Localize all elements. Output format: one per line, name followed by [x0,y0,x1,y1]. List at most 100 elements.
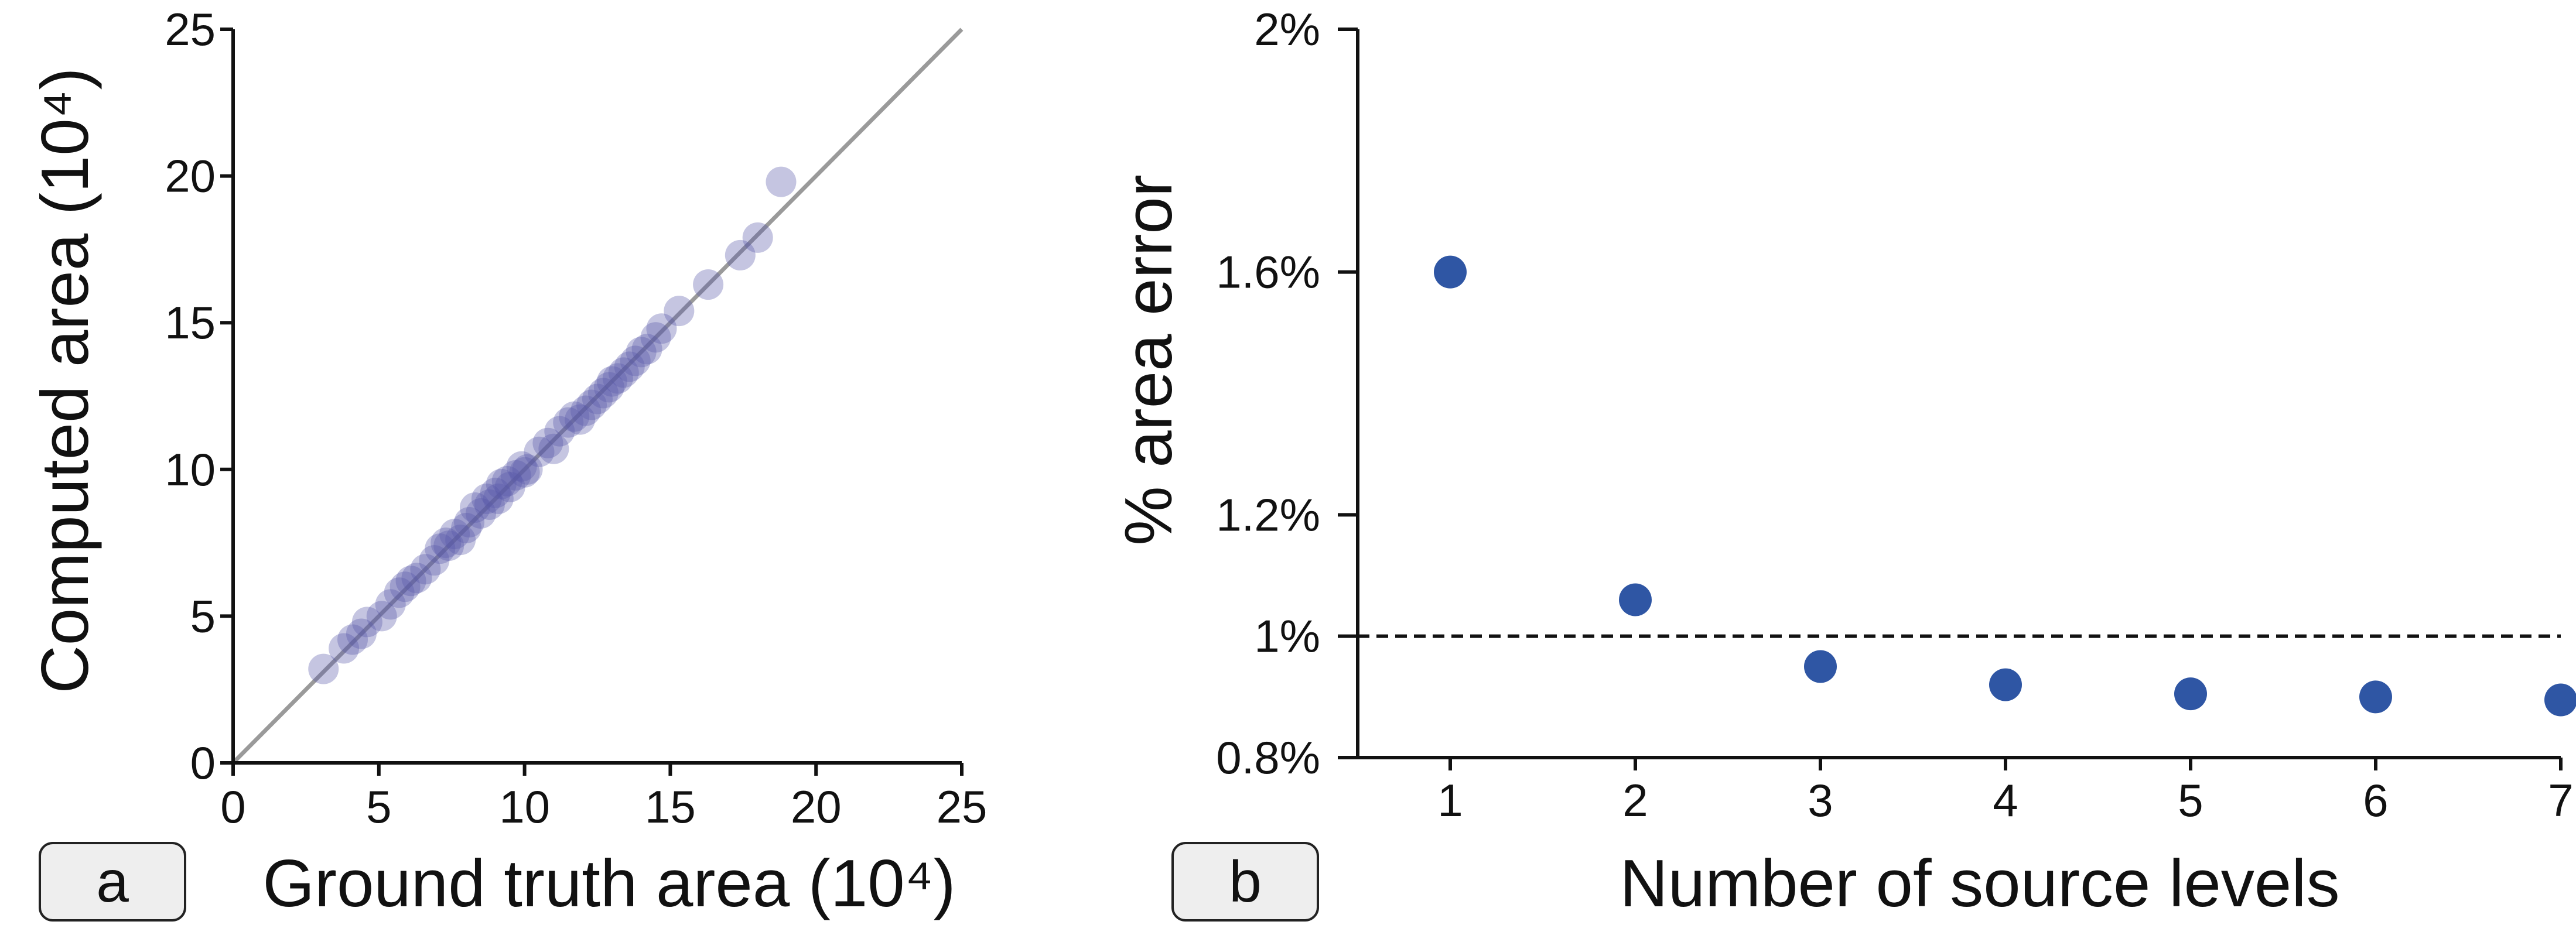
data-point [375,589,406,620]
x-tick-label: 10 [499,781,550,833]
panel-b-y-axis-title: % area error [1112,174,1186,546]
x-tick-label: 5 [2178,775,2203,826]
y-tick-label: 1% [1254,611,1320,662]
data-point [351,607,382,638]
data-point [664,296,695,327]
data-point [559,401,590,432]
data-point [614,351,645,382]
x-tick-label: 1 [1437,775,1463,826]
data-point [570,395,602,426]
data-point [1989,668,2022,701]
data-point [308,653,339,684]
data-point [608,357,639,388]
x-tick-label: 0 [220,781,245,833]
data-point [1434,255,1467,289]
data-point [1619,583,1652,616]
data-point [460,492,491,523]
data-point [465,498,496,529]
data-point [483,483,514,514]
y-tick-label: 10 [165,444,216,495]
data-point [576,389,607,420]
identity-reference-line [231,28,964,765]
y-tick-label: 1.6% [1216,246,1320,298]
panel-a-y-axis-title: Computed area (10⁴) [28,67,103,693]
x-tick-label: 20 [791,781,842,833]
data-point [494,471,525,502]
data-point [419,545,450,576]
data-point [2359,680,2392,714]
data-point [486,468,517,499]
data-point [587,378,619,409]
data-point [509,457,540,488]
data-point [425,533,456,564]
data-point [480,477,511,508]
data-point [631,334,662,365]
data-point [471,483,502,514]
data-point [512,454,543,485]
data-point [500,460,531,491]
data-point [431,527,462,559]
data-point [602,363,633,394]
data-point [329,633,360,664]
panel-a-scatter-chart: 0 5 10 15 20 25 0 5 10 15 20 25 Computed area (10⁴… [28,4,987,922]
data-point [454,507,485,538]
panel-a-label-box [39,842,186,922]
panel-b-data-points [1434,255,2576,717]
panel-a-y-ticks: 0 5 10 15 20 25 [165,4,233,789]
panel-a-x-axis-title: Ground truth area (10⁴) [262,847,955,921]
data-point [401,563,432,594]
y-tick-label: 15 [165,297,216,348]
panel-a-x-ticks: 0 5 10 15 20 25 [220,763,987,833]
data-point [532,427,563,458]
data-point [337,624,368,655]
panel-b-y-ticks: 0.8% 1% 1.2% 1.6% 2% [1216,4,1358,783]
panel-a-data-points [308,166,797,684]
panel-b-label: b [1229,849,1262,914]
data-point [565,404,596,435]
data-point [626,337,657,368]
panel-b-x-axis-title: Number of source levels [1620,847,2339,921]
y-tick-label: 25 [165,4,216,55]
data-point [620,345,651,376]
panel-a-label: a [96,849,129,914]
data-point [445,525,476,556]
data-point [395,566,426,597]
data-point [640,322,671,353]
y-tick-label: 0 [190,737,216,789]
y-tick-label: 2% [1254,4,1320,55]
data-point [725,239,756,270]
data-point [384,577,415,608]
data-point [553,407,584,438]
x-tick-label: 4 [1993,775,2018,826]
x-tick-label: 3 [1808,775,1833,826]
data-point [524,436,555,467]
data-point [582,383,613,415]
data-point [506,451,537,482]
x-tick-label: 6 [2363,775,2388,826]
data-point [1804,650,1837,683]
data-point [544,416,575,447]
data-point [2544,683,2576,717]
panel-b-label-box [1171,842,1319,922]
y-tick-label: 20 [165,150,216,202]
data-point [491,465,522,496]
data-point [433,530,464,561]
data-point [596,366,627,397]
data-point [410,554,441,585]
y-tick-label: 5 [190,590,216,642]
y-tick-label: 1.2% [1216,489,1320,540]
data-point [742,222,773,253]
x-tick-label: 2 [1622,775,1648,826]
data-point [366,601,397,632]
data-point [390,571,421,602]
data-point [2174,677,2207,711]
panel-b-x-ticks: 1 2 3 4 5 6 7 [1437,758,2574,826]
x-tick-label: 15 [645,781,696,833]
x-tick-label: 5 [366,781,391,833]
data-point [646,313,677,344]
data-point [766,166,797,197]
data-point [693,269,724,300]
data-point [538,433,569,464]
